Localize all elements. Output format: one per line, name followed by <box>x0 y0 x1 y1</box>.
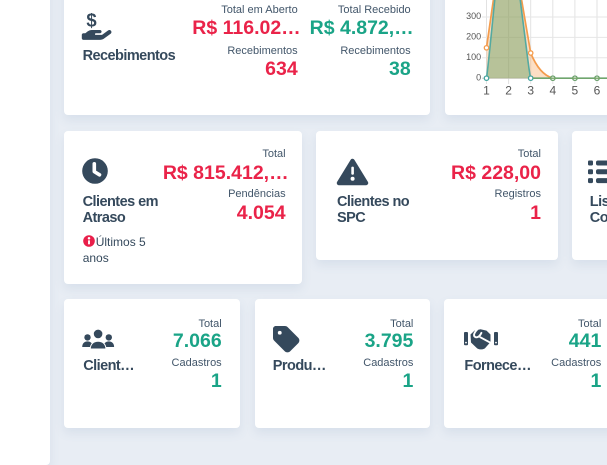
svg-text:2: 2 <box>505 83 512 97</box>
svg-text:$: $ <box>86 11 97 30</box>
svg-text:6: 6 <box>593 83 600 97</box>
svg-text:1: 1 <box>483 83 490 97</box>
svg-text:5: 5 <box>571 83 578 97</box>
svg-text:100: 100 <box>466 52 481 62</box>
svg-text:4: 4 <box>549 83 556 97</box>
svg-text:3: 3 <box>527 83 534 97</box>
svg-text:200: 200 <box>466 32 481 42</box>
svg-text:300: 300 <box>466 11 481 21</box>
svg-text:0: 0 <box>476 72 481 82</box>
